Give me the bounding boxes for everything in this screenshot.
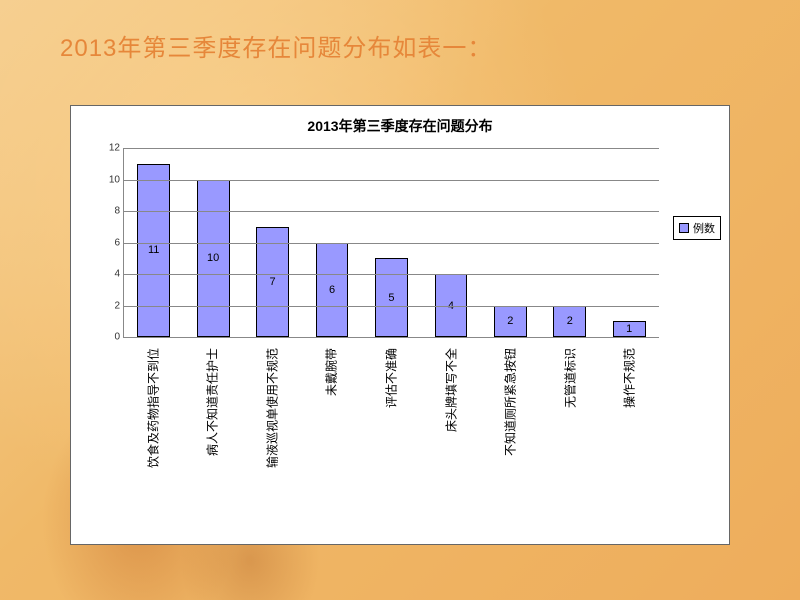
- x-axis-label: 未戴腕带: [323, 348, 340, 396]
- y-tick: 8: [102, 206, 120, 217]
- bar: 11: [137, 164, 170, 337]
- x-label-slot: 饮食及药物指导不到位: [123, 344, 183, 532]
- legend-label: 例数: [693, 220, 715, 236]
- bar: 6: [316, 243, 349, 338]
- bar: 2: [494, 306, 527, 338]
- x-label-slot: 未戴腕带: [302, 344, 362, 532]
- plot-area: 11107654221 024681012 饮食及药物指导不到位病人不知道责任护…: [101, 148, 659, 532]
- y-tick: 12: [102, 143, 120, 154]
- x-label-slot: 病人不知道责任护士: [183, 344, 243, 532]
- bar: 2: [553, 306, 586, 338]
- y-tick: 6: [102, 237, 120, 248]
- x-label-slot: 床头牌填写不全: [421, 344, 481, 532]
- grid-line: [124, 148, 659, 149]
- y-tick: 2: [102, 300, 120, 311]
- y-tick: 4: [102, 269, 120, 280]
- x-label-slot: 无管道标识: [540, 344, 600, 532]
- x-label-slot: 输液巡视单使用不规范: [242, 344, 302, 532]
- grid-line: [124, 180, 659, 181]
- legend-swatch: [679, 223, 689, 233]
- x-label-slot: 不知道厕所紧急按钮: [480, 344, 540, 532]
- plot: 11107654221 024681012: [123, 148, 659, 338]
- grid-line: [124, 243, 659, 244]
- grid-line: [124, 211, 659, 212]
- x-axis-label: 评估不准确: [383, 348, 400, 408]
- x-axis-label: 病人不知道责任护士: [204, 348, 221, 456]
- grid-line: [124, 306, 659, 307]
- legend: 例数: [673, 216, 721, 240]
- x-label-slot: 操作不规范: [600, 344, 660, 532]
- x-axis-label: 床头牌填写不全: [442, 348, 459, 432]
- chart-container: 2013年第三季度存在问题分布 11107654221 024681012 饮食…: [70, 105, 730, 545]
- slide-title: 2013年第三季度存在问题分布如表一：: [60, 28, 492, 63]
- x-axis-label: 操作不规范: [621, 348, 638, 408]
- x-axis-label: 输液巡视单使用不规范: [263, 348, 280, 468]
- bar: 5: [375, 258, 408, 337]
- y-tick: 0: [102, 332, 120, 343]
- y-tick: 10: [102, 174, 120, 185]
- bar: 10: [197, 180, 230, 338]
- bar: 1: [613, 321, 646, 337]
- x-axis-label: 不知道厕所紧急按钮: [502, 348, 519, 456]
- x-axis-label: 无管道标识: [561, 348, 578, 408]
- grid-line: [124, 274, 659, 275]
- chart-title: 2013年第三季度存在问题分布: [71, 106, 729, 136]
- x-label-slot: 评估不准确: [361, 344, 421, 532]
- x-axis-labels: 饮食及药物指导不到位 病人不知道责任护士 输液巡视单使用不规范 未戴腕带 评估不准确 床头…: [123, 344, 659, 532]
- x-axis-label: 饮食及药物指导不到位: [144, 348, 161, 468]
